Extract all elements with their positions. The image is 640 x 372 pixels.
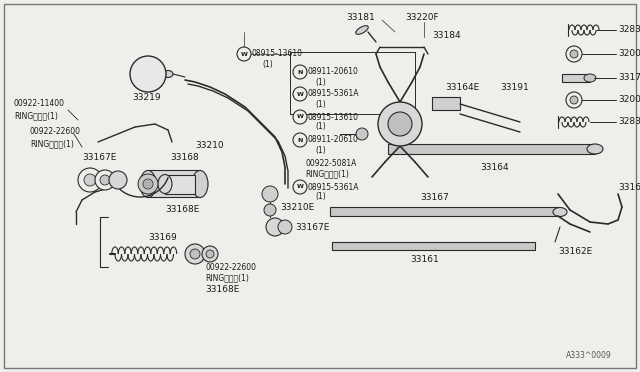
Text: 32006J: 32006J bbox=[618, 96, 640, 105]
Ellipse shape bbox=[584, 74, 596, 82]
Circle shape bbox=[388, 112, 412, 136]
Ellipse shape bbox=[553, 208, 567, 217]
Text: W: W bbox=[241, 51, 248, 57]
Text: 00922-22600: 00922-22600 bbox=[205, 263, 256, 272]
Text: 33168: 33168 bbox=[170, 153, 199, 161]
Text: (1): (1) bbox=[315, 77, 326, 87]
Text: 33164E: 33164E bbox=[445, 83, 479, 92]
Text: 33161: 33161 bbox=[410, 256, 439, 264]
Polygon shape bbox=[165, 175, 195, 194]
Polygon shape bbox=[148, 170, 200, 197]
Text: 33168E: 33168E bbox=[165, 205, 200, 214]
Circle shape bbox=[566, 46, 582, 62]
Circle shape bbox=[95, 170, 115, 190]
Circle shape bbox=[293, 180, 307, 194]
Circle shape bbox=[293, 110, 307, 124]
Text: (1): (1) bbox=[315, 122, 326, 131]
Text: 33162: 33162 bbox=[618, 183, 640, 192]
Text: 33181: 33181 bbox=[346, 13, 375, 22]
Text: RINGリング(1): RINGリング(1) bbox=[305, 170, 349, 179]
Text: 08915-5361A: 08915-5361A bbox=[308, 183, 360, 192]
Ellipse shape bbox=[158, 174, 172, 193]
Text: RINGリング(1): RINGリング(1) bbox=[205, 273, 249, 282]
Circle shape bbox=[570, 50, 578, 58]
Text: 33210: 33210 bbox=[195, 141, 223, 151]
Text: A333^0009: A333^0009 bbox=[566, 351, 612, 360]
Circle shape bbox=[84, 174, 96, 186]
Circle shape bbox=[206, 250, 214, 258]
Circle shape bbox=[138, 174, 158, 194]
Ellipse shape bbox=[140, 170, 156, 198]
Polygon shape bbox=[330, 207, 560, 216]
Circle shape bbox=[293, 87, 307, 101]
Circle shape bbox=[293, 133, 307, 147]
Polygon shape bbox=[332, 242, 535, 250]
Text: 33167: 33167 bbox=[420, 192, 449, 202]
Text: 33184: 33184 bbox=[432, 32, 461, 41]
Circle shape bbox=[190, 249, 200, 259]
Text: W: W bbox=[296, 92, 303, 96]
Text: (1): (1) bbox=[315, 145, 326, 154]
Circle shape bbox=[278, 220, 292, 234]
Polygon shape bbox=[388, 144, 595, 154]
Text: 33164: 33164 bbox=[480, 163, 509, 171]
Text: N: N bbox=[298, 70, 303, 74]
Text: 32006J: 32006J bbox=[618, 49, 640, 58]
Circle shape bbox=[566, 92, 582, 108]
Circle shape bbox=[262, 186, 278, 202]
Polygon shape bbox=[562, 74, 590, 82]
Text: W: W bbox=[296, 115, 303, 119]
Text: N: N bbox=[298, 138, 303, 142]
Text: 00922-22600: 00922-22600 bbox=[30, 128, 81, 137]
Text: 32831N: 32831N bbox=[618, 26, 640, 35]
Circle shape bbox=[185, 244, 205, 264]
Text: 33210E: 33210E bbox=[280, 202, 314, 212]
Circle shape bbox=[356, 128, 368, 140]
Text: 08915-5361A: 08915-5361A bbox=[308, 90, 360, 99]
Text: RINGリング(1): RINGリング(1) bbox=[30, 140, 74, 148]
Text: 33162E: 33162E bbox=[558, 247, 592, 257]
Text: (1): (1) bbox=[315, 192, 326, 202]
Circle shape bbox=[109, 171, 127, 189]
Ellipse shape bbox=[163, 71, 173, 77]
Circle shape bbox=[100, 175, 110, 185]
Text: 08911-20610: 08911-20610 bbox=[308, 67, 359, 77]
Circle shape bbox=[378, 102, 422, 146]
Text: 33220F: 33220F bbox=[405, 13, 438, 22]
Circle shape bbox=[202, 246, 218, 262]
Text: 32831M: 32831M bbox=[618, 118, 640, 126]
Text: 08915-13610: 08915-13610 bbox=[308, 112, 359, 122]
Ellipse shape bbox=[192, 170, 208, 198]
Text: 00922-5081A: 00922-5081A bbox=[305, 160, 356, 169]
Circle shape bbox=[237, 47, 251, 61]
Text: 33169: 33169 bbox=[148, 232, 177, 241]
Ellipse shape bbox=[587, 144, 603, 154]
Text: 08911-20610: 08911-20610 bbox=[308, 135, 359, 144]
Text: 33191: 33191 bbox=[500, 83, 529, 92]
Text: W: W bbox=[296, 185, 303, 189]
Circle shape bbox=[293, 65, 307, 79]
Circle shape bbox=[78, 168, 102, 192]
Ellipse shape bbox=[356, 26, 368, 34]
Text: 33219: 33219 bbox=[132, 93, 161, 102]
Text: (1): (1) bbox=[315, 99, 326, 109]
Circle shape bbox=[266, 218, 284, 236]
Text: RINGリング(1): RINGリング(1) bbox=[14, 112, 58, 121]
Text: 08915-13610: 08915-13610 bbox=[252, 49, 303, 58]
Text: 00922-11400: 00922-11400 bbox=[14, 99, 65, 109]
Circle shape bbox=[143, 179, 153, 189]
Circle shape bbox=[570, 96, 578, 104]
Text: 33175: 33175 bbox=[618, 74, 640, 83]
Text: 33167E: 33167E bbox=[82, 153, 116, 161]
Text: 33167E: 33167E bbox=[295, 222, 330, 231]
Circle shape bbox=[264, 204, 276, 216]
Text: (1): (1) bbox=[262, 60, 273, 68]
Polygon shape bbox=[432, 97, 460, 110]
Text: 33168E: 33168E bbox=[205, 285, 239, 295]
Circle shape bbox=[130, 56, 166, 92]
